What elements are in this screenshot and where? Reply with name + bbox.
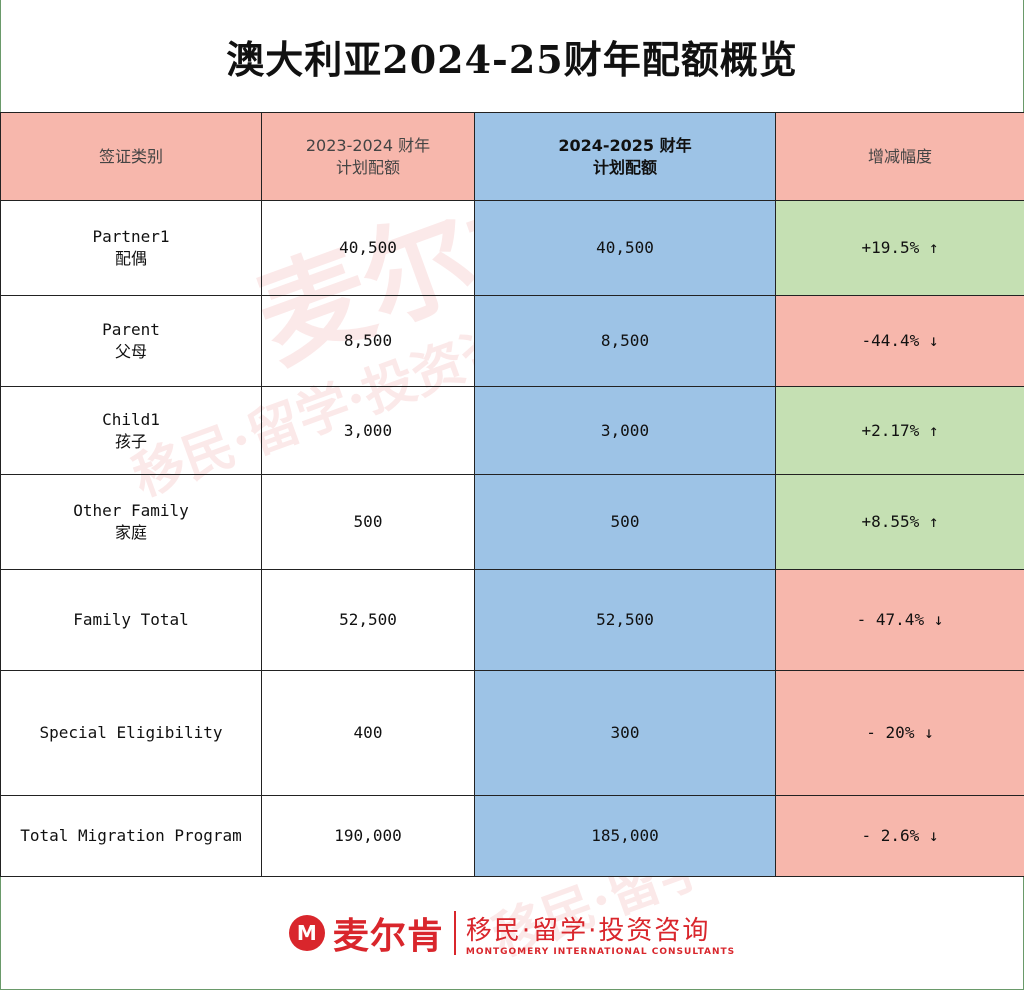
logo-divider: [453, 911, 456, 955]
row-curr-quota: 500: [474, 474, 776, 570]
row-category-en: Other Family: [73, 501, 189, 520]
row-category-zh: 配偶: [114, 249, 147, 268]
header-prev-year: 2023-2024 财年 计划配额: [261, 112, 475, 201]
row-change: -44.4% ↓: [775, 295, 1024, 387]
row-curr-quota: 8,500: [474, 295, 776, 387]
row-change: - 20% ↓: [775, 670, 1024, 796]
row-prev-quota: 190,000: [261, 795, 475, 877]
row-category: Total Migration Program: [0, 795, 262, 877]
row-category: Other Family 家庭: [0, 474, 262, 570]
row-category: Child1 孩子: [0, 386, 262, 475]
row-curr-quota: 52,500: [474, 569, 776, 671]
table-row: Special Eligibility 400 300 - 20% ↓: [0, 670, 1024, 796]
row-change: +8.55% ↑: [775, 474, 1024, 570]
row-category: Partner1 配偶: [0, 200, 262, 296]
row-change: +19.5% ↑: [775, 200, 1024, 296]
brand-name: 麦尔肯: [332, 915, 444, 957]
header-prev-year-line1: 2023-2024 财年: [305, 135, 431, 155]
row-category-zh: 孩子: [114, 431, 147, 451]
row-curr-quota: 3,000: [474, 386, 776, 475]
row-category-en: Partner1: [92, 227, 170, 246]
header-prev-year-line2: 计划配额: [335, 157, 400, 177]
page-title: 澳大利亚2024-25财年配额概览: [226, 36, 798, 82]
row-prev-quota: 3,000: [261, 386, 475, 475]
footer-logo: M 麦尔肯 移民·留学·投资咨询 MONTGOMERY INTERNATIONA…: [0, 876, 1024, 990]
quota-table: 签证类别 2023-2024 财年 计划配额 2024-2025 财年 计划配额…: [0, 112, 1024, 877]
header-category: 签证类别: [0, 112, 262, 201]
row-category: Special Eligibility: [0, 670, 262, 796]
slogan-text: 移民·留学·投资咨询: [465, 915, 711, 946]
header-change: 增减幅度: [775, 112, 1024, 201]
row-category-en: Child1: [102, 409, 160, 429]
row-curr-quota: 300: [474, 670, 776, 796]
row-change: - 2.6% ↓: [775, 795, 1024, 877]
header-curr-year: 2024-2025 财年 计划配额: [474, 112, 776, 201]
row-category: Family Total: [0, 569, 262, 671]
header-curr-year-line1: 2024-2025 财年: [558, 135, 692, 155]
row-change: +2.17% ↑: [775, 386, 1024, 475]
header-curr-year-line2: 计划配额: [592, 157, 657, 177]
slogan-english: MONTGOMERY INTERNATIONAL CONSULTANTS: [465, 946, 736, 957]
table-row: Total Migration Program 190,000 185,000 …: [0, 795, 1024, 877]
table-row: Child1 孩子 3,000 3,000 +2.17% ↑: [0, 386, 1024, 475]
row-prev-quota: 400: [261, 670, 475, 796]
logo-icon: M: [288, 915, 325, 951]
slogan-block: 移民·留学·投资咨询 MONTGOMERY INTERNATIONAL CONS…: [466, 910, 735, 957]
row-curr-quota: 40,500: [474, 200, 776, 296]
row-category-zh: 父母: [114, 342, 147, 361]
row-prev-quota: 500: [261, 474, 475, 570]
row-prev-quota: 8,500: [261, 295, 475, 387]
row-prev-quota: 52,500: [261, 569, 475, 671]
row-category-zh: 家庭: [114, 523, 147, 542]
row-category: Parent 父母: [0, 295, 262, 387]
row-prev-quota: 40,500: [261, 200, 475, 296]
table-row: Partner1 配偶 40,500 40,500 +19.5% ↑: [0, 200, 1024, 296]
table-row: Other Family 家庭 500 500 +8.55% ↑: [0, 474, 1024, 570]
row-curr-quota: 185,000: [474, 795, 776, 877]
row-change: - 47.4% ↓: [775, 569, 1024, 671]
table-row: Family Total 52,500 52,500 - 47.4% ↓: [0, 569, 1024, 671]
table-header-row: 签证类别 2023-2024 财年 计划配额 2024-2025 财年 计划配额…: [0, 112, 1024, 201]
table-row: Parent 父母 8,500 8,500 -44.4% ↓: [0, 295, 1024, 387]
row-category-en: Parent: [102, 320, 160, 339]
